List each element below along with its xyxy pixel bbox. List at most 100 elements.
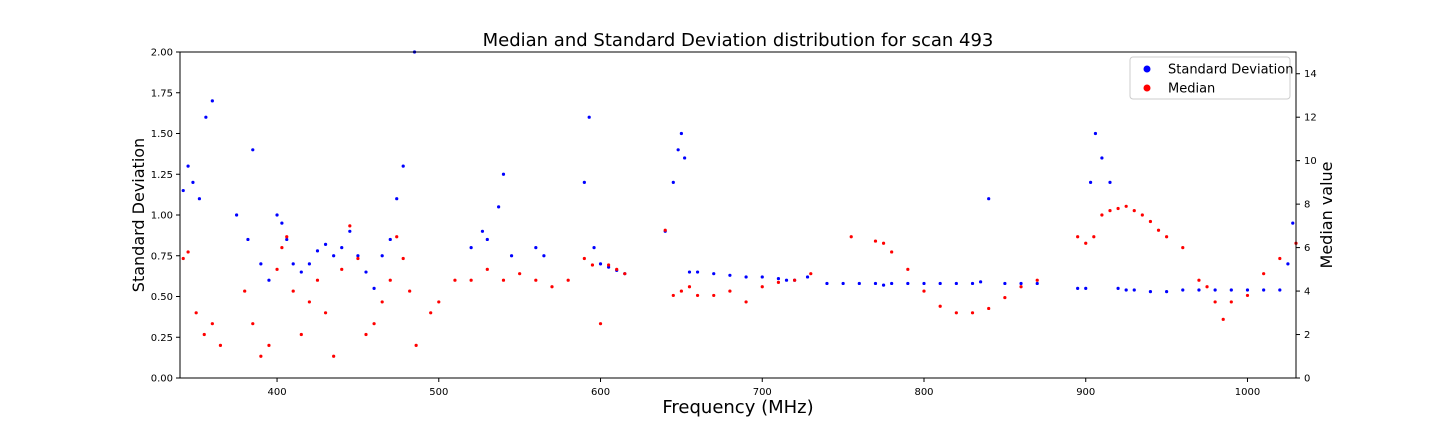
standard-deviation-point (712, 272, 716, 276)
standard-deviation-point (307, 262, 311, 266)
standard-deviation-point (332, 254, 336, 258)
standard-deviation-point (356, 254, 360, 258)
x-tick-label: 900 (1076, 387, 1095, 398)
median-point (388, 278, 392, 282)
standard-deviation-point (401, 164, 405, 168)
standard-deviation-point (582, 180, 586, 184)
x-axis-label: Frequency (MHz) (662, 397, 813, 418)
median-point (186, 250, 190, 254)
standard-deviation-point (873, 281, 878, 286)
median-point (663, 228, 667, 232)
legend: Standard Deviation Median (1129, 56, 1293, 100)
median-point (1132, 209, 1136, 213)
y-right-tick-label: 12 (1304, 113, 1317, 124)
standard-deviation-point (509, 254, 514, 258)
standard-deviation-point (1278, 288, 1282, 292)
median-point (429, 311, 433, 315)
median-point (987, 306, 991, 311)
median-point (970, 311, 975, 315)
median-point (728, 289, 732, 293)
standard-deviation-point (687, 270, 692, 274)
standard-deviation-point (987, 197, 991, 201)
standard-deviation-point (744, 275, 748, 279)
y-right-tick-label: 4 (1304, 287, 1310, 298)
median-point (1229, 300, 1233, 304)
y-left-tick-label: 0.00 (151, 374, 173, 385)
y-left-tick-label: 1.50 (151, 129, 173, 140)
standard-deviation-point (299, 270, 303, 274)
y-left-axis-label: Standard Deviation (129, 138, 148, 292)
standard-deviation-point (598, 262, 603, 266)
standard-deviation-point (204, 115, 208, 119)
standard-deviation-point (480, 229, 485, 233)
x-tick-label: 1000 (1235, 387, 1260, 398)
median-point (1181, 246, 1185, 250)
standard-deviation-point (1286, 262, 1290, 266)
x-tick-label: 400 (267, 387, 286, 398)
standard-deviation-point (683, 156, 687, 160)
standard-deviation-point (1076, 286, 1080, 290)
y-left-tick-label: 0.50 (151, 292, 173, 303)
standard-deviation-point (1108, 180, 1112, 184)
median-point (607, 263, 611, 267)
median-point (285, 235, 289, 239)
standard-deviation-point (291, 262, 295, 266)
median-point (181, 256, 185, 261)
y-right-tick-label: 10 (1304, 156, 1317, 167)
standard-deviation-point (395, 197, 399, 201)
standard-deviation-point (1124, 288, 1128, 292)
standard-deviation-point (191, 180, 195, 184)
standard-deviation-point (364, 270, 368, 274)
median-point (1084, 241, 1088, 245)
legend-label-median: Median (1168, 82, 1215, 97)
standard-deviation-point (1181, 288, 1185, 292)
x-tick-label: 600 (591, 387, 610, 398)
standard-deviation-point (1132, 288, 1136, 292)
median-point (671, 293, 675, 298)
median-point (414, 343, 418, 347)
standard-deviation-point (501, 172, 506, 176)
y-right-tick-label: 2 (1304, 330, 1310, 341)
standard-deviation-point (388, 237, 392, 242)
y-left-tick-label: 0.25 (151, 333, 173, 344)
standard-deviation-point (805, 275, 810, 279)
legend-frame (1129, 56, 1291, 100)
median-point (1148, 219, 1153, 224)
median-point (1156, 228, 1161, 232)
standard-deviation-point (251, 148, 255, 152)
median-point (623, 272, 627, 276)
median-point (364, 332, 368, 337)
median-point (1245, 293, 1250, 298)
median-point (1124, 204, 1128, 208)
median-point (437, 300, 441, 304)
standard-deviation-point (592, 246, 596, 250)
standard-deviation-point (671, 180, 675, 184)
median-point (954, 311, 958, 315)
median-point (348, 224, 352, 228)
median-point (485, 267, 489, 271)
standard-deviation-point (1093, 131, 1098, 136)
y-left-tick-label: 1.25 (151, 170, 173, 181)
median-point (1197, 278, 1201, 282)
y-right-tick-label: 8 (1304, 200, 1310, 211)
median-point (299, 332, 303, 337)
standard-deviation-point (784, 278, 789, 282)
median-point (251, 322, 255, 326)
median-point (275, 267, 279, 271)
x-axis-ticks: 400 500 600 700 800 900 1000 (267, 378, 1260, 398)
legend-marker-median (1143, 84, 1151, 92)
median-point (315, 278, 320, 282)
median-point (202, 332, 206, 337)
standard-deviation-point (259, 262, 263, 266)
y-left-tick-label: 0.75 (151, 251, 173, 262)
median-point (1116, 206, 1120, 211)
median-point (280, 246, 284, 250)
median-point (356, 256, 360, 261)
median-point (1092, 235, 1096, 239)
median-point (332, 354, 336, 358)
standard-deviation-point (485, 237, 489, 242)
median-point (323, 311, 328, 315)
x-tick-label: 700 (753, 387, 772, 398)
median-point (695, 293, 700, 298)
